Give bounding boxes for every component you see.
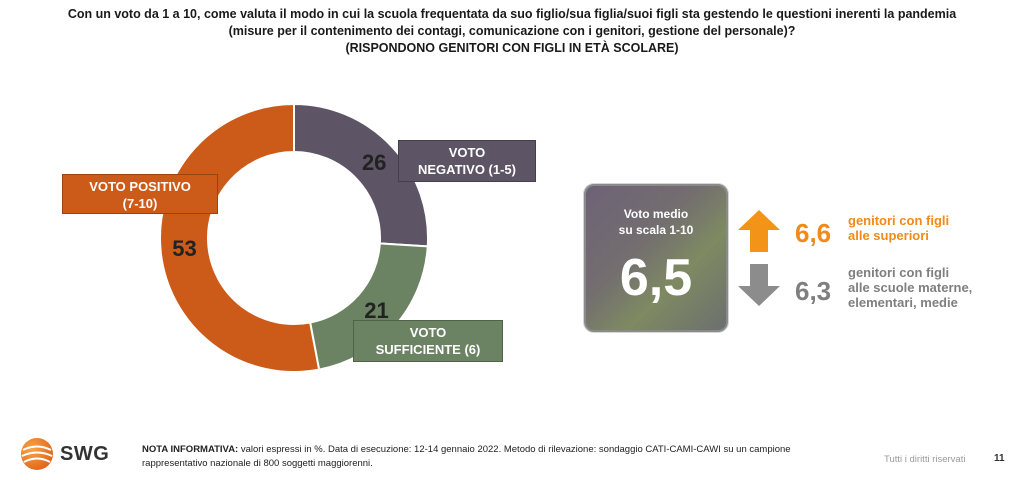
donut-value-negative: 26 — [362, 150, 386, 175]
arrow-up-icon — [738, 210, 780, 252]
label-positive-line1: VOTO POSITIVO — [89, 179, 191, 194]
subgroup-materne-label-line2: alle scuole materne, — [848, 280, 973, 295]
brand-name: SWG — [60, 443, 110, 465]
subgroup-superiori-value: 6,6 — [795, 218, 832, 248]
chart-title: Con un voto da 1 a 10, come valuta il mo… — [0, 6, 1024, 57]
title-line-3: (RISPONDONO GENITORI CON FIGLI IN ETÀ SC… — [345, 41, 679, 55]
mean-caption-line1: Voto medio — [623, 207, 689, 221]
label-negative-line2: NEGATIVO (1-5) — [418, 162, 516, 177]
subgroup-superiori-label-line2: alle superiori — [848, 228, 929, 243]
note-label: NOTA INFORMATIVA: — [142, 444, 239, 455]
rights-reserved: Tutti i diritti riservati — [884, 454, 966, 465]
mean-caption-line2: su scala 1-10 — [618, 223, 694, 237]
arrow-down-icon — [738, 264, 780, 306]
page-number: 11 — [994, 453, 1005, 464]
label-sufficient: VOTO SUFFICIENTE (6) — [353, 320, 503, 362]
subgroup-materne-label-line3: elementari, medie — [848, 295, 958, 310]
mean-value: 6,5 — [619, 249, 693, 307]
donut-slice-positive — [159, 102, 321, 373]
note-text: valori espressi in %. Data di esecuzione… — [142, 444, 791, 469]
label-sufficient-line1: VOTO — [409, 325, 447, 340]
subgroup-superiori-label: genitori con figli alle superiori — [848, 213, 949, 243]
donut-value-positive: 53 — [172, 236, 196, 261]
subgroup-materne-value: 6,3 — [795, 276, 832, 306]
mean-score-box: Voto medio su scala 1-10 6,5 — [584, 184, 728, 332]
donut-value-sufficient: 21 — [364, 298, 388, 323]
label-negative: VOTO NEGATIVO (1-5) — [398, 140, 536, 182]
mean-caption: Voto medio su scala 1-10 — [586, 206, 726, 238]
informative-note: NOTA INFORMATIVA: valori espressi in %. … — [142, 443, 822, 471]
label-positive: VOTO POSITIVO (7-10) — [62, 174, 218, 214]
label-negative-line1: VOTO — [448, 145, 486, 160]
title-line-2: (misure per il contenimento dei contagi,… — [228, 24, 796, 38]
subgroup-materne-label-line1: genitori con figli — [848, 265, 950, 280]
title-line-1: Con un voto da 1 a 10, come valuta il mo… — [67, 7, 957, 21]
label-positive-line2: (7-10) — [122, 196, 158, 211]
subgroup-materne-label: genitori con figli alle scuole materne, … — [848, 265, 972, 310]
subgroup-superiori-label-line1: genitori con figli — [848, 213, 950, 228]
label-sufficient-line2: SUFFICIENTE (6) — [375, 342, 481, 357]
swg-logo-icon — [21, 438, 53, 470]
